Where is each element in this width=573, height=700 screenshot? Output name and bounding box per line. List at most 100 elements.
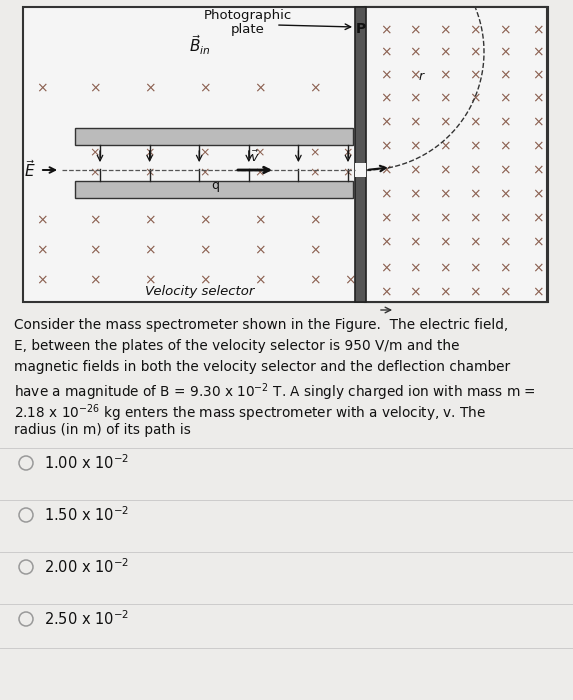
Text: ×: ×: [532, 261, 544, 275]
Text: q: q: [211, 179, 219, 193]
Text: ×: ×: [469, 45, 481, 59]
Text: ×: ×: [439, 211, 451, 225]
Text: Consider the mass spectrometer shown in the Figure.  The electric field,: Consider the mass spectrometer shown in …: [14, 318, 508, 332]
Text: ×: ×: [499, 163, 511, 177]
Text: ×: ×: [90, 167, 100, 179]
Text: ×: ×: [199, 273, 211, 287]
Text: ×: ×: [199, 213, 211, 227]
Text: ×: ×: [439, 187, 451, 201]
Text: ×: ×: [499, 235, 511, 249]
Text: ×: ×: [409, 163, 421, 177]
Bar: [75, 128, 353, 145]
Text: ×: ×: [469, 235, 481, 249]
Text: ×: ×: [409, 139, 421, 153]
Text: ×: ×: [499, 187, 511, 201]
Text: ×: ×: [469, 115, 481, 129]
Text: ×: ×: [380, 68, 392, 82]
Text: ×: ×: [532, 211, 544, 225]
Text: ×: ×: [309, 81, 321, 95]
Text: ×: ×: [409, 261, 421, 275]
Text: ×: ×: [499, 68, 511, 82]
Text: ×: ×: [499, 115, 511, 129]
Text: ×: ×: [255, 167, 265, 179]
Text: ×: ×: [469, 261, 481, 275]
Bar: [365, 7, 547, 302]
Text: 2.18 x 10$^{-26}$ kg enters the mass spectrometer with a velocity, v. The: 2.18 x 10$^{-26}$ kg enters the mass spe…: [14, 402, 486, 424]
Text: ×: ×: [380, 235, 392, 249]
Text: ×: ×: [439, 163, 451, 177]
Text: ×: ×: [380, 211, 392, 225]
Text: ×: ×: [200, 167, 210, 179]
Text: ×: ×: [380, 23, 392, 37]
Bar: [355, 163, 366, 177]
Text: ×: ×: [532, 91, 544, 105]
Text: ×: ×: [89, 273, 101, 287]
Text: $\vec{B}_{in}$: $\vec{B}_{in}$: [189, 33, 211, 57]
Text: ×: ×: [409, 187, 421, 201]
Text: ×: ×: [469, 163, 481, 177]
Text: ×: ×: [499, 285, 511, 299]
Text: ×: ×: [469, 285, 481, 299]
Text: ×: ×: [499, 139, 511, 153]
Text: ×: ×: [145, 167, 155, 179]
Text: ×: ×: [200, 146, 210, 160]
Text: ×: ×: [310, 146, 320, 160]
Text: ×: ×: [532, 68, 544, 82]
Text: ×: ×: [532, 45, 544, 59]
Text: ×: ×: [409, 115, 421, 129]
Text: ×: ×: [499, 261, 511, 275]
Text: ×: ×: [255, 146, 265, 160]
Text: ×: ×: [469, 91, 481, 105]
Text: ×: ×: [254, 243, 266, 257]
Text: 1.50 x 10$^{-2}$: 1.50 x 10$^{-2}$: [44, 505, 129, 524]
Text: $\vec{E}$: $\vec{E}$: [24, 160, 36, 181]
Text: ×: ×: [343, 167, 353, 179]
Text: have a magnitude of B = 9.30 x 10$^{-2}$ T. A singly charged ion with mass m =: have a magnitude of B = 9.30 x 10$^{-2}$…: [14, 381, 536, 402]
Text: ×: ×: [36, 243, 48, 257]
Text: ×: ×: [36, 273, 48, 287]
Text: $\vec{v}$: $\vec{v}$: [250, 149, 260, 164]
Text: ×: ×: [309, 243, 321, 257]
Text: radius (in m) of its path is: radius (in m) of its path is: [14, 423, 191, 437]
Text: ×: ×: [499, 91, 511, 105]
Text: ×: ×: [409, 235, 421, 249]
Text: ×: ×: [439, 91, 451, 105]
Text: ×: ×: [439, 235, 451, 249]
Bar: [355, 7, 366, 302]
Text: ×: ×: [254, 81, 266, 95]
Text: ×: ×: [469, 211, 481, 225]
Text: ×: ×: [499, 211, 511, 225]
Text: ×: ×: [439, 45, 451, 59]
Text: ×: ×: [144, 273, 156, 287]
Text: ×: ×: [469, 68, 481, 82]
Text: ×: ×: [499, 23, 511, 37]
Text: ×: ×: [144, 81, 156, 95]
Text: ×: ×: [532, 285, 544, 299]
Text: ×: ×: [343, 146, 353, 160]
Text: ×: ×: [89, 81, 101, 95]
Text: 2.50 x 10$^{-2}$: 2.50 x 10$^{-2}$: [44, 610, 129, 629]
Text: ×: ×: [144, 243, 156, 257]
Text: ×: ×: [439, 261, 451, 275]
Text: ×: ×: [89, 243, 101, 257]
Text: ×: ×: [380, 45, 392, 59]
Text: ×: ×: [90, 146, 100, 160]
Text: ×: ×: [469, 187, 481, 201]
Text: ×: ×: [89, 213, 101, 227]
Text: 1.00 x 10$^{-2}$: 1.00 x 10$^{-2}$: [44, 454, 129, 473]
Text: ×: ×: [309, 213, 321, 227]
Text: ×: ×: [409, 45, 421, 59]
Text: ×: ×: [380, 163, 392, 177]
Text: ×: ×: [380, 261, 392, 275]
Text: r: r: [418, 71, 423, 83]
Text: ×: ×: [469, 139, 481, 153]
Text: ×: ×: [409, 211, 421, 225]
Text: ×: ×: [409, 23, 421, 37]
Text: ×: ×: [409, 91, 421, 105]
Bar: [75, 181, 353, 198]
Text: ×: ×: [532, 163, 544, 177]
Text: ×: ×: [439, 68, 451, 82]
Text: magnetic fields in both the velocity selector and the deflection chamber: magnetic fields in both the velocity sel…: [14, 360, 510, 374]
Text: ×: ×: [380, 115, 392, 129]
Text: ×: ×: [344, 273, 356, 287]
